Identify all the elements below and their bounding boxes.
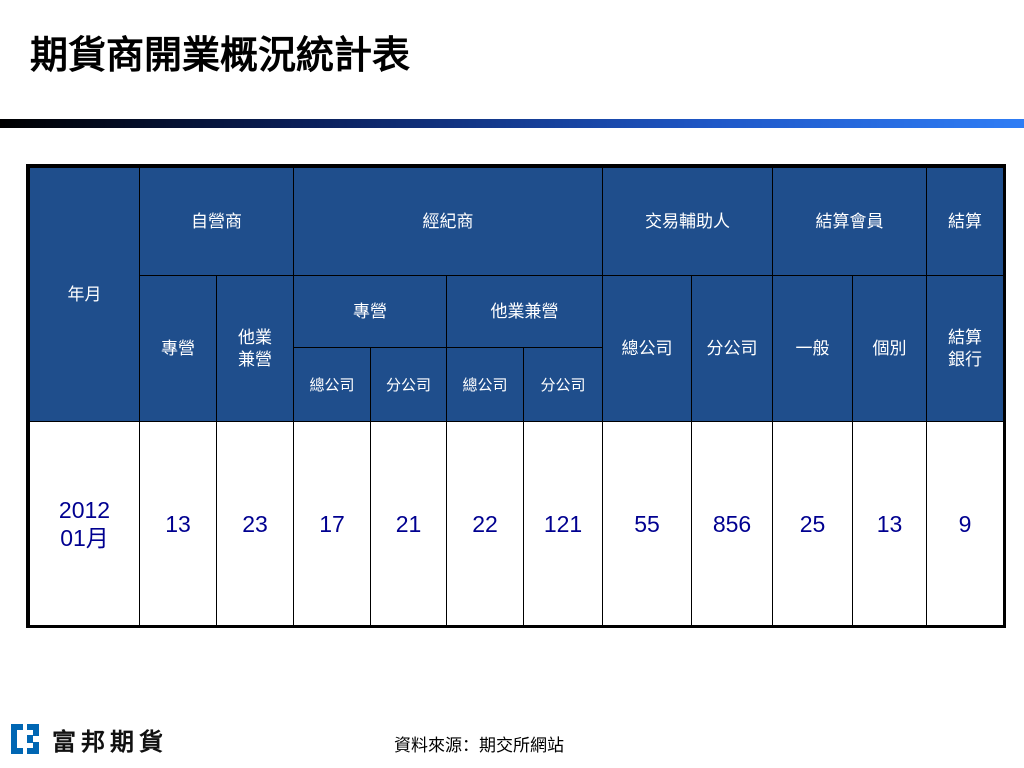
cell-value: 23: [216, 421, 294, 626]
cell-value: 13: [852, 421, 927, 626]
header-ib-head-office: 總公司: [602, 275, 692, 422]
header-bc-head-office: 總公司: [446, 347, 524, 422]
cell-year-month: 2012 01月: [29, 421, 140, 626]
header-proprietary-dedicated: 專營: [139, 275, 217, 422]
header-clearing-member: 結算會員: [772, 167, 927, 276]
statistics-table: 年月 自營商 經紀商 交易輔助人 結算會員 結算 專營 他業 兼營 專營 他業兼…: [29, 167, 1004, 626]
header-bd-branch: 分公司: [370, 347, 447, 422]
cell-value: 121: [523, 421, 603, 626]
header-year-month: 年月: [29, 167, 140, 422]
header-introducing-broker: 交易輔助人: [602, 167, 773, 276]
page-title: 期貨商開業概況統計表: [30, 33, 411, 77]
company-name: 富邦期貨: [52, 727, 168, 756]
header-row-3: 總公司 分公司 總公司 分公司: [30, 347, 1004, 422]
cell-value: 856: [691, 421, 773, 626]
header-proprietary-concurrent: 他業 兼營: [216, 275, 294, 422]
header-proprietary: 自營商: [139, 167, 294, 276]
header-bd-head-office: 總公司: [293, 347, 371, 422]
header-row-1: 年月 自營商 經紀商 交易輔助人 結算會員 結算: [29, 167, 1004, 422]
header-brokerage-dedicated: 專營: [293, 275, 447, 348]
table-row: 2012 01月 13 23 17 21 22 121 55 856 25 13…: [29, 421, 1004, 626]
cell-value: 55: [602, 421, 692, 626]
cell-value: 13: [139, 421, 217, 626]
header-row-2: 專營 他業 兼營 專營 他業兼營 總公司 分公司 一般 個別 結算 銀行: [30, 275, 1004, 422]
title-divider: [0, 119, 1024, 128]
header-brokerage-concurrent: 他業兼營: [446, 275, 603, 348]
cell-value: 25: [772, 421, 853, 626]
cell-value: 21: [370, 421, 447, 626]
header-brokerage: 經紀商: [293, 167, 603, 276]
cell-value: 9: [926, 421, 1004, 626]
header-general: 一般: [772, 275, 853, 422]
header-clearing-bank: 結算 銀行: [926, 275, 1004, 422]
cell-value: 17: [293, 421, 371, 626]
header-ib-branch: 分公司: [691, 275, 773, 422]
header-clearing: 結算: [926, 167, 1004, 276]
fubon-logo-icon: [11, 724, 39, 754]
header-individual: 個別: [852, 275, 927, 422]
statistics-table-container: 年月 自營商 經紀商 交易輔助人 結算會員 結算 專營 他業 兼營 專營 他業兼…: [26, 164, 1006, 628]
company-logo: 富邦期貨: [8, 719, 168, 759]
source-note: 資料來源：期交所網站: [394, 736, 564, 756]
cell-value: 22: [446, 421, 524, 626]
header-bc-branch: 分公司: [523, 347, 603, 422]
